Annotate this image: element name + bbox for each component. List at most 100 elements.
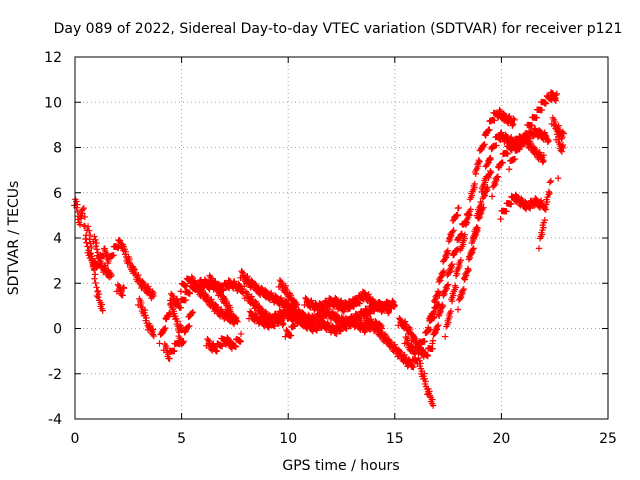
data-point bbox=[189, 309, 197, 316]
data-point bbox=[94, 287, 102, 295]
data-point bbox=[99, 307, 106, 314]
data-point bbox=[316, 307, 324, 315]
data-point bbox=[542, 100, 550, 107]
x-tick-label: 5 bbox=[177, 431, 186, 447]
data-point bbox=[497, 215, 504, 223]
y-tick-labels: -4 -2 0 2 4 6 8 10 12 bbox=[44, 50, 62, 428]
data-point bbox=[529, 132, 537, 139]
data-point bbox=[424, 352, 432, 360]
data-point bbox=[315, 307, 323, 314]
data-point bbox=[465, 266, 472, 274]
data-point bbox=[176, 304, 184, 311]
data-point bbox=[345, 304, 353, 312]
data-point bbox=[447, 262, 455, 269]
data-point bbox=[544, 138, 551, 146]
data-point bbox=[93, 284, 100, 291]
plot-frame bbox=[74, 56, 609, 420]
data-point bbox=[232, 343, 240, 351]
data-point bbox=[424, 324, 432, 331]
data-point bbox=[92, 271, 99, 278]
data-point bbox=[264, 323, 271, 330]
data-point bbox=[443, 282, 451, 290]
data-point bbox=[545, 188, 553, 196]
data-point bbox=[449, 228, 456, 235]
data-point bbox=[92, 236, 99, 244]
data-point bbox=[450, 227, 457, 234]
data-point bbox=[454, 204, 462, 212]
y-tick-label: -4 bbox=[48, 412, 62, 428]
data-point bbox=[350, 302, 358, 310]
chart-title: Day 089 of 2022, Sidereal Day-to-day VTE… bbox=[54, 21, 623, 37]
x-tick-label: 10 bbox=[279, 431, 297, 447]
data-point bbox=[119, 292, 126, 299]
data-point bbox=[470, 245, 477, 252]
data-point bbox=[79, 206, 86, 213]
data-point bbox=[471, 180, 478, 188]
x-tick-label: 25 bbox=[599, 431, 617, 447]
data-point bbox=[457, 257, 465, 264]
data-point bbox=[486, 155, 493, 162]
data-point bbox=[84, 243, 91, 250]
data-point bbox=[312, 326, 320, 334]
data-point bbox=[442, 333, 449, 340]
data-point bbox=[378, 308, 385, 315]
data-point bbox=[390, 303, 398, 310]
data-point bbox=[346, 305, 354, 312]
data-point bbox=[532, 114, 540, 121]
data-point bbox=[287, 332, 295, 339]
y-tick-label: 2 bbox=[53, 276, 62, 292]
data-point bbox=[89, 262, 97, 270]
data-point bbox=[150, 332, 158, 340]
data-point bbox=[494, 173, 502, 180]
data-point bbox=[236, 338, 244, 345]
data-point bbox=[355, 299, 363, 307]
data-point bbox=[80, 222, 88, 229]
y-tick-label: 0 bbox=[53, 322, 62, 338]
data-point bbox=[540, 157, 547, 165]
y-tick-label: 8 bbox=[53, 141, 62, 157]
data-point bbox=[551, 96, 558, 103]
data-point bbox=[120, 285, 128, 292]
data-point bbox=[91, 233, 98, 240]
data-point bbox=[476, 158, 483, 165]
data-point bbox=[161, 325, 168, 333]
data-point bbox=[346, 322, 353, 329]
data-point bbox=[487, 154, 494, 162]
data-point bbox=[110, 251, 117, 259]
data-point bbox=[498, 159, 506, 166]
data-point bbox=[361, 328, 368, 336]
data-point bbox=[149, 326, 157, 333]
data-point bbox=[88, 244, 95, 252]
data-point bbox=[541, 216, 549, 224]
data-point bbox=[85, 227, 93, 234]
data-point bbox=[188, 309, 196, 317]
data-markers bbox=[71, 89, 567, 409]
data-point bbox=[337, 328, 344, 335]
data-point bbox=[410, 363, 417, 371]
data-point bbox=[552, 91, 560, 99]
data-point bbox=[107, 273, 114, 280]
data-point bbox=[451, 282, 459, 289]
data-point bbox=[538, 106, 546, 114]
data-point bbox=[433, 323, 441, 330]
data-point bbox=[488, 193, 496, 200]
data-point bbox=[320, 305, 328, 312]
data-point bbox=[525, 204, 533, 211]
data-point bbox=[81, 213, 89, 221]
data-point bbox=[84, 223, 92, 230]
data-point bbox=[493, 142, 500, 149]
data-point bbox=[504, 150, 511, 158]
data-point bbox=[279, 321, 286, 329]
data-point bbox=[485, 126, 492, 133]
data-point bbox=[73, 204, 80, 211]
data-point bbox=[182, 296, 190, 304]
data-point bbox=[435, 300, 442, 308]
data-point bbox=[510, 115, 517, 122]
data-point bbox=[454, 306, 462, 313]
data-point bbox=[166, 309, 173, 317]
data-point bbox=[444, 281, 452, 288]
data-point bbox=[560, 144, 567, 152]
data-point bbox=[505, 166, 513, 173]
x-tick-label: 0 bbox=[71, 431, 80, 447]
data-point bbox=[511, 116, 518, 124]
